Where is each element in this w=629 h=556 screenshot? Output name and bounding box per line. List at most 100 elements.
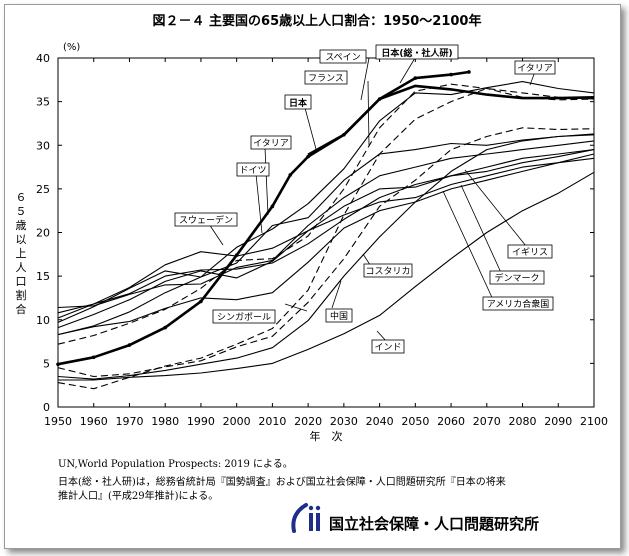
svg-text:日本: 日本 [289, 97, 308, 109]
series-line [57, 70, 470, 366]
series-line [57, 81, 595, 336]
svg-text:イタリア: イタリア [517, 63, 553, 74]
series-line [57, 133, 595, 323]
x-tick-label: 2080 [509, 415, 537, 428]
label-france: フランス [304, 70, 348, 85]
label-china: 中国 [325, 308, 353, 323]
leader-japan [304, 107, 317, 150]
note-japan-2: 推計人口』(平成29年推計)による。 [58, 489, 218, 502]
label-leaders [208, 57, 537, 343]
svg-text:デンマーク: デンマーク [494, 272, 539, 284]
y-axis-label-char: ６ [16, 191, 27, 204]
label-italy-b: イタリア [250, 135, 292, 150]
x-tick-label: 1980 [151, 415, 179, 428]
x-tick-label: 2050 [401, 415, 429, 428]
series-line [57, 87, 595, 390]
svg-text:シンガポール: シンガポール [217, 312, 271, 323]
svg-text:スペイン: スペイン [325, 53, 360, 63]
y-axis-label-char: 上 [16, 247, 27, 260]
chart-svg: 図２－４ 主要国の65歳以上人口割合：1950～2100年 (%) ６５歳以上人… [16, 13, 608, 533]
y-tick-label: 25 [36, 183, 50, 196]
svg-text:日本(総・社人研): 日本(総・社人研) [381, 47, 452, 59]
x-axis-label: 年 次 [310, 429, 343, 443]
label-denmark: デンマーク [489, 270, 545, 285]
y-tick-label: 0 [43, 401, 50, 414]
x-tick-label: 2100 [580, 415, 608, 428]
series-line [57, 157, 595, 319]
x-tick-label: 2070 [473, 415, 501, 428]
y-tick-label: 15 [36, 270, 50, 283]
series-point [467, 70, 471, 74]
label-uk: イギリス [507, 244, 553, 259]
x-tick-label: 2060 [437, 415, 465, 428]
series-point [288, 173, 293, 177]
leader-spain [360, 57, 370, 101]
series-line [57, 127, 595, 378]
y-tick-label: 35 [36, 96, 50, 109]
label-spain: スペイン [319, 49, 367, 64]
y-axis-label-char: 以 [16, 233, 27, 246]
series-line [57, 153, 595, 336]
label-japan-proj: 日本(総・社人研) [375, 44, 459, 60]
chart-title: 図２－４ 主要国の65歳以上人口割合：1950～2100年 [153, 13, 482, 29]
x-tick-label: 2030 [330, 415, 358, 428]
label-singapore: シンガポール [212, 309, 276, 324]
x-tick-label: 2040 [366, 415, 394, 428]
y-tick-label: 40 [36, 52, 50, 65]
svg-text:フランス: フランス [308, 73, 344, 84]
svg-text:イギリス: イギリス [512, 247, 548, 258]
series-line [57, 83, 595, 345]
series-point [413, 76, 418, 80]
label-usa: アメリカ合衆国 [482, 296, 554, 311]
leader-usa [442, 190, 496, 305]
y-axis-label-char: 歳 [16, 219, 27, 232]
svg-text:アメリカ合衆国: アメリカ合衆国 [487, 298, 550, 310]
label-germany: ドイツ [236, 162, 270, 177]
x-tick-label: 2020 [294, 415, 322, 428]
series-point [270, 204, 275, 209]
y-axis-label-char: 口 [16, 275, 27, 288]
x-tick-label: 2090 [544, 415, 572, 428]
y-tick-label: 20 [36, 227, 50, 240]
y-axis-label-char: 合 [16, 302, 27, 316]
y-unit: (%) [63, 42, 80, 53]
y-tick-label: 10 [36, 314, 50, 327]
series-line [57, 149, 595, 329]
x-tick-label: 1950 [44, 415, 72, 428]
label-sweden: スウェーデン [174, 212, 238, 227]
plot-area [57, 57, 595, 408]
series-line [307, 84, 595, 156]
leader-germany [255, 173, 263, 234]
svg-text:ドイツ: ドイツ [239, 166, 266, 176]
series-point [56, 362, 60, 367]
note-japan-1: 日本(総・社人研)は，総務省統計局『国勢調査』および国立社会保障・人口問題研究所… [58, 475, 506, 488]
svg-text:スウェーデン: スウェーデン [179, 214, 233, 226]
y-axis-label-char: 人 [16, 261, 27, 274]
y-tick-label: 30 [36, 139, 50, 152]
leader-denmark [460, 184, 504, 278]
series-point [91, 355, 96, 360]
series-line [57, 140, 595, 309]
note-source: UN,World Population Prospects: 2019 による。 [58, 458, 293, 470]
series-point [199, 299, 203, 304]
svg-text:インド: インド [374, 343, 401, 353]
svg-text:コスタリカ: コスタリカ [365, 266, 410, 277]
y-tick-label: 5 [43, 357, 50, 370]
x-tick-label: 2010 [258, 415, 286, 428]
x-tick-label: 1970 [115, 415, 143, 428]
x-tick-label: 1990 [187, 415, 215, 428]
svg-text:イタリア: イタリア [253, 138, 289, 149]
series-line [57, 149, 595, 314]
label-japan: 日本 [284, 94, 312, 110]
series-line [58, 171, 595, 381]
y-axis-label-char: 割 [16, 288, 27, 302]
leader-france [367, 80, 370, 146]
leader-sweden [208, 223, 224, 246]
svg-text:中国: 中国 [330, 310, 348, 322]
series-point [127, 343, 132, 347]
axis-ticks: 1950 1960 1970 1980 1990 2000 2010 2020 2030 2040… [36, 52, 608, 428]
series-point [449, 72, 453, 77]
leader-singapore [284, 303, 308, 312]
label-india: インド [371, 339, 405, 354]
